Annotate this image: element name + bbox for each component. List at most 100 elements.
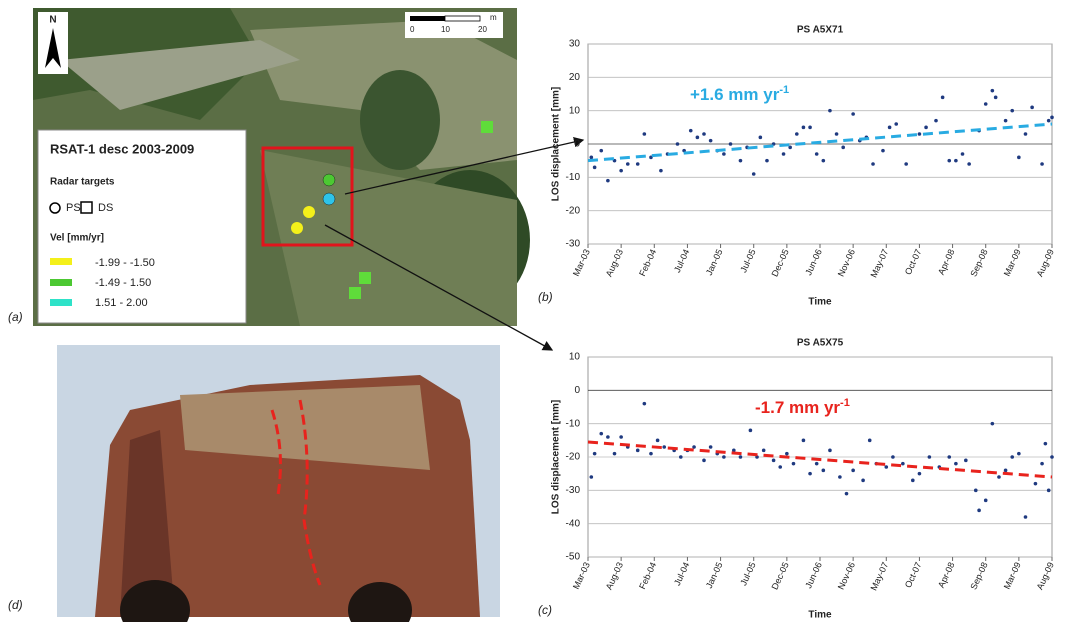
data-point xyxy=(606,435,610,439)
x-tick-label: Aug-09 xyxy=(1035,248,1056,279)
x-tick-label: Nov-06 xyxy=(836,248,857,279)
data-point xyxy=(589,155,594,160)
data-point xyxy=(867,438,872,443)
north-label: N xyxy=(49,15,56,26)
y-tick-label: -10 xyxy=(566,418,581,429)
scale-label: 10 xyxy=(441,25,450,34)
data-point xyxy=(738,158,743,163)
x-tick-label: Sep-08 xyxy=(968,561,989,592)
x-axis-label: Time xyxy=(808,297,832,308)
x-tick-label: Apr-08 xyxy=(936,248,956,277)
data-point xyxy=(1050,115,1054,120)
x-tick-label: Aug-09 xyxy=(1035,561,1056,592)
data-point xyxy=(977,508,981,513)
trend-label-text: -1.7 mm yr xyxy=(755,398,840,417)
y-tick-label: 10 xyxy=(569,105,581,116)
data-point xyxy=(828,448,832,453)
map: 0 10 20 m N RSAT-1 desc 2003-2009 Radar … xyxy=(33,8,530,326)
data-point xyxy=(947,158,952,163)
data-point xyxy=(954,158,958,163)
data-point xyxy=(791,461,796,466)
x-tick-label: May-07 xyxy=(869,561,891,592)
data-point xyxy=(635,162,640,166)
data-point xyxy=(861,478,865,483)
data-point xyxy=(785,451,789,456)
data-point xyxy=(911,478,915,483)
data-point xyxy=(751,172,756,176)
data-point xyxy=(728,142,733,146)
legend-class: -1.49 - 1.50 xyxy=(95,277,151,289)
legend-ps: PS xyxy=(66,202,81,214)
data-point xyxy=(758,135,763,140)
arrow xyxy=(344,136,585,195)
data-point xyxy=(722,455,726,459)
data-point xyxy=(851,112,855,116)
data-point xyxy=(599,148,604,153)
data-point xyxy=(642,401,647,406)
data-point xyxy=(844,491,849,496)
data-point xyxy=(688,128,693,133)
x-tick-label: Feb-04 xyxy=(637,561,658,591)
data-point xyxy=(695,135,700,140)
data-point xyxy=(983,498,988,503)
legend-ds: DS xyxy=(98,202,113,214)
data-point xyxy=(702,458,706,463)
y-tick-label: -10 xyxy=(566,172,581,183)
data-point xyxy=(884,465,889,469)
data-point xyxy=(834,132,839,136)
data-point xyxy=(606,178,610,183)
trend-line xyxy=(587,122,1053,163)
data-point xyxy=(964,458,968,463)
panel-label: (b) xyxy=(538,290,553,304)
y-tick-label: -30 xyxy=(566,239,581,250)
photo xyxy=(57,345,500,622)
data-point xyxy=(761,448,766,453)
data-point xyxy=(589,475,594,479)
trend-label-sup: -1 xyxy=(840,397,850,409)
data-point xyxy=(940,95,945,100)
data-point xyxy=(619,435,623,439)
y-tick-label: 20 xyxy=(569,72,581,83)
y-tick-label: -20 xyxy=(566,205,581,216)
data-point xyxy=(891,455,895,459)
data-point xyxy=(997,475,1001,479)
x-tick-label: Mar-03 xyxy=(571,248,592,278)
legend-subtitle: Vel [mm/yr] xyxy=(50,233,104,244)
data-point xyxy=(1033,481,1038,486)
data-point xyxy=(1023,515,1028,519)
data-point xyxy=(1003,468,1008,473)
trend-label-sup: -1 xyxy=(779,84,789,96)
data-point xyxy=(1040,162,1044,166)
data-point xyxy=(801,438,806,443)
data-point xyxy=(1050,455,1054,459)
x-tick-label: Nov-06 xyxy=(836,561,857,592)
data-point xyxy=(642,132,647,136)
scale-unit: m xyxy=(490,13,497,22)
data-point xyxy=(814,152,819,156)
data-point xyxy=(1046,488,1051,493)
data-point xyxy=(967,162,971,166)
data-point xyxy=(881,148,885,153)
x-tick-label: Dec-05 xyxy=(769,248,790,279)
y-axis-label: LOS displacement [mm] xyxy=(551,400,562,514)
x-tick-label: Aug-03 xyxy=(604,248,625,279)
data-point xyxy=(917,132,922,136)
data-point xyxy=(662,445,667,449)
data-point xyxy=(722,152,726,156)
data-point xyxy=(771,458,776,463)
x-tick-label: Jan-05 xyxy=(704,248,725,277)
arrow xyxy=(324,224,554,351)
data-point xyxy=(748,428,753,433)
data-point xyxy=(808,471,812,476)
data-point xyxy=(732,448,736,453)
data-point xyxy=(702,132,706,136)
data-point xyxy=(649,451,653,456)
x-tick-label: Jul-04 xyxy=(672,248,691,274)
data-point xyxy=(1017,155,1021,160)
data-point xyxy=(917,471,922,476)
x-tick-label: Jul-05 xyxy=(738,561,757,587)
data-point xyxy=(983,102,988,106)
x-tick-label: Mar-03 xyxy=(571,561,592,591)
data-point xyxy=(1010,108,1015,113)
